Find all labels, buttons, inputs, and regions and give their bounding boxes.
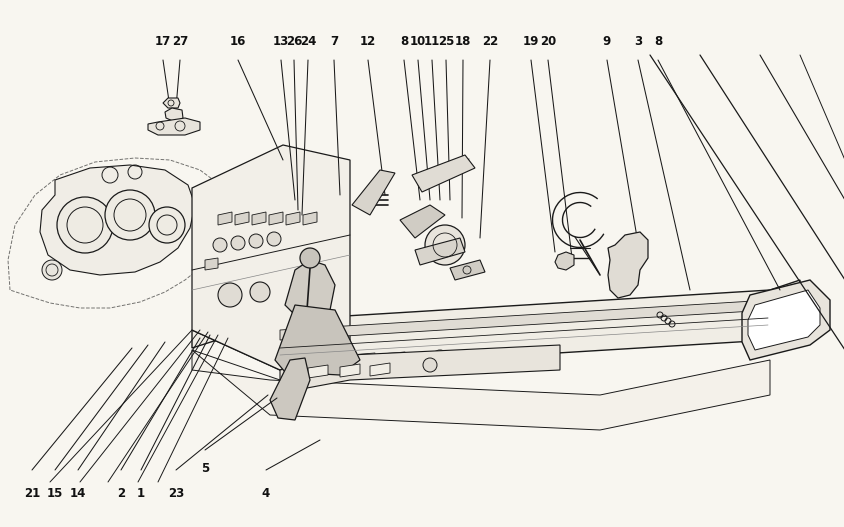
Text: 25: 25 (437, 35, 454, 48)
Text: 7: 7 (329, 35, 338, 48)
Text: 27: 27 (171, 35, 188, 48)
Polygon shape (165, 108, 183, 122)
Circle shape (230, 236, 245, 250)
Polygon shape (303, 212, 316, 225)
Circle shape (431, 350, 447, 366)
Polygon shape (339, 364, 360, 377)
Text: 8: 8 (399, 35, 408, 48)
Polygon shape (349, 353, 375, 367)
Polygon shape (192, 145, 349, 370)
Polygon shape (274, 305, 360, 375)
Text: 12: 12 (360, 35, 376, 48)
Circle shape (149, 207, 185, 243)
Text: 3: 3 (633, 35, 641, 48)
Polygon shape (747, 290, 819, 350)
Text: 1: 1 (137, 487, 145, 500)
Polygon shape (414, 238, 464, 265)
Polygon shape (741, 280, 829, 360)
Polygon shape (205, 258, 218, 270)
Polygon shape (285, 212, 300, 225)
Circle shape (218, 283, 241, 307)
Text: 13: 13 (273, 35, 289, 48)
Polygon shape (235, 212, 249, 225)
Circle shape (250, 282, 270, 302)
Text: 22: 22 (481, 35, 497, 48)
Circle shape (57, 197, 113, 253)
Circle shape (425, 225, 464, 265)
Polygon shape (352, 170, 394, 215)
Text: 24: 24 (300, 35, 316, 48)
Polygon shape (252, 212, 266, 225)
Circle shape (300, 248, 320, 268)
Circle shape (249, 234, 262, 248)
Polygon shape (380, 352, 404, 366)
Text: 11: 11 (424, 35, 440, 48)
Polygon shape (399, 205, 445, 238)
Text: 16: 16 (230, 35, 246, 48)
Polygon shape (608, 232, 647, 298)
Polygon shape (279, 300, 769, 340)
Polygon shape (40, 165, 195, 275)
Text: 2: 2 (116, 487, 125, 500)
Text: 14: 14 (70, 487, 86, 500)
Text: 26: 26 (285, 35, 302, 48)
Polygon shape (268, 212, 283, 225)
Circle shape (42, 260, 62, 280)
Polygon shape (279, 345, 560, 393)
Text: 15: 15 (46, 487, 63, 500)
Polygon shape (148, 118, 200, 135)
Polygon shape (284, 260, 334, 320)
Circle shape (267, 232, 281, 246)
Polygon shape (163, 98, 180, 108)
Polygon shape (192, 350, 769, 430)
Text: 18: 18 (454, 35, 471, 48)
Polygon shape (218, 212, 232, 225)
Text: 19: 19 (522, 35, 538, 48)
Circle shape (213, 238, 227, 252)
Circle shape (105, 190, 154, 240)
Polygon shape (192, 280, 799, 370)
Text: 17: 17 (154, 35, 171, 48)
Text: 20: 20 (539, 35, 555, 48)
Text: 8: 8 (653, 35, 662, 48)
Polygon shape (450, 260, 484, 280)
Polygon shape (412, 155, 474, 192)
Polygon shape (270, 358, 310, 420)
Circle shape (423, 358, 436, 372)
Text: 5: 5 (201, 462, 208, 475)
Text: 9: 9 (602, 35, 610, 48)
Text: 21: 21 (24, 487, 40, 500)
Polygon shape (419, 351, 445, 365)
Text: 23: 23 (168, 487, 184, 500)
Polygon shape (307, 365, 327, 378)
Text: 4: 4 (262, 487, 270, 500)
Text: 10: 10 (409, 35, 425, 48)
Polygon shape (370, 363, 390, 376)
Polygon shape (555, 252, 573, 270)
